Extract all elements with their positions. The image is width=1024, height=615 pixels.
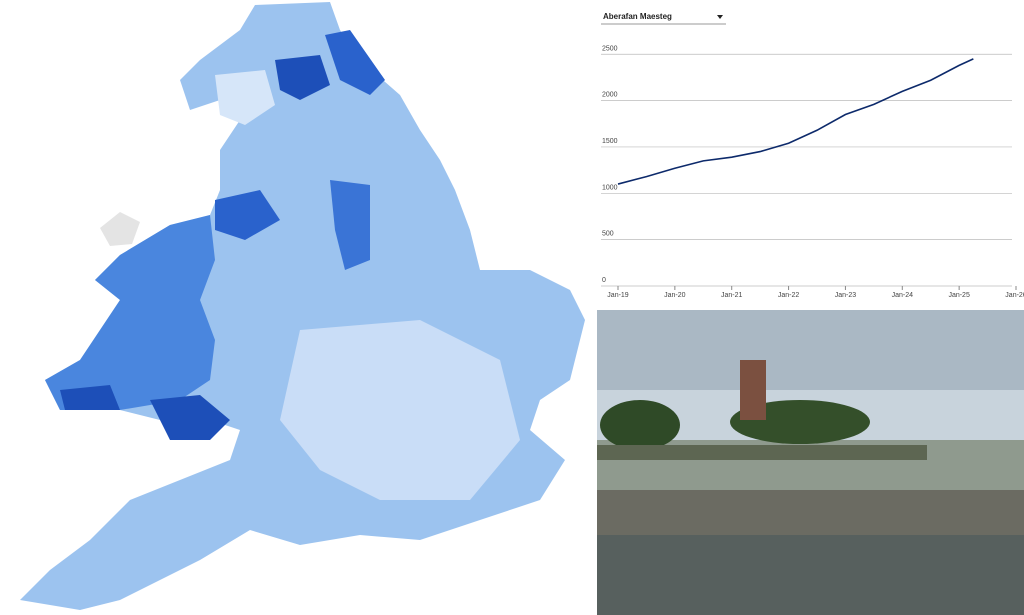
map-region [45,215,215,410]
x-tick-label: Jan-24 [892,292,914,299]
map-region [100,212,140,246]
y-tick-label: 500 [602,231,614,238]
choropleth-map [20,2,585,610]
quay-wall [597,490,1024,535]
water [597,535,1024,615]
y-tick-label: 1500 [602,138,618,145]
x-tick-label: Jan-25 [948,292,970,299]
x-tick-label: Jan-20 [664,292,686,299]
trees [600,400,680,450]
map-region [60,385,120,410]
y-tick-label: 1000 [602,184,618,191]
x-tick-label: Jan-23 [835,292,857,299]
map-region [215,70,275,125]
data-line [617,58,974,185]
dropdown[interactable]: Aberafan Maesteg [601,12,726,25]
map-region [275,55,330,100]
x-tick-label: Jan-22 [778,292,800,299]
y-tick-label: 2500 [602,45,618,52]
map-region [280,320,520,500]
dropdown-label[interactable]: Aberafan Maesteg [603,12,672,21]
x-tick-label: Jan-19 [607,292,629,299]
chart-panel [597,0,1024,308]
y-tick-label: 2000 [602,92,618,99]
map-region [330,180,370,270]
photo [597,310,1024,615]
map-region [215,190,280,240]
y-tick-label: 0 [602,277,606,284]
x-tick-label: Jan-21 [721,292,743,299]
church-tower [740,360,766,420]
riverbank [597,445,927,460]
map-region [150,395,230,440]
cloud [597,310,1024,390]
dropdown-arrow[interactable] [717,15,723,19]
map-region [325,30,385,95]
x-tick-label: Jan-26 [1005,292,1024,299]
